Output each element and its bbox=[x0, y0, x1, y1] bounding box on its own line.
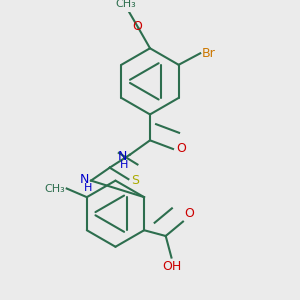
Text: N: N bbox=[118, 150, 127, 163]
Text: H: H bbox=[84, 184, 92, 194]
Text: O: O bbox=[176, 142, 186, 155]
Text: CH₃: CH₃ bbox=[115, 0, 136, 9]
Text: CH₃: CH₃ bbox=[44, 184, 65, 194]
Text: Br: Br bbox=[202, 47, 215, 60]
Text: N: N bbox=[80, 173, 90, 186]
Text: O: O bbox=[132, 20, 142, 33]
Text: S: S bbox=[131, 174, 139, 187]
Text: O: O bbox=[184, 207, 194, 220]
Text: H: H bbox=[120, 160, 128, 170]
Text: OH: OH bbox=[162, 260, 181, 273]
